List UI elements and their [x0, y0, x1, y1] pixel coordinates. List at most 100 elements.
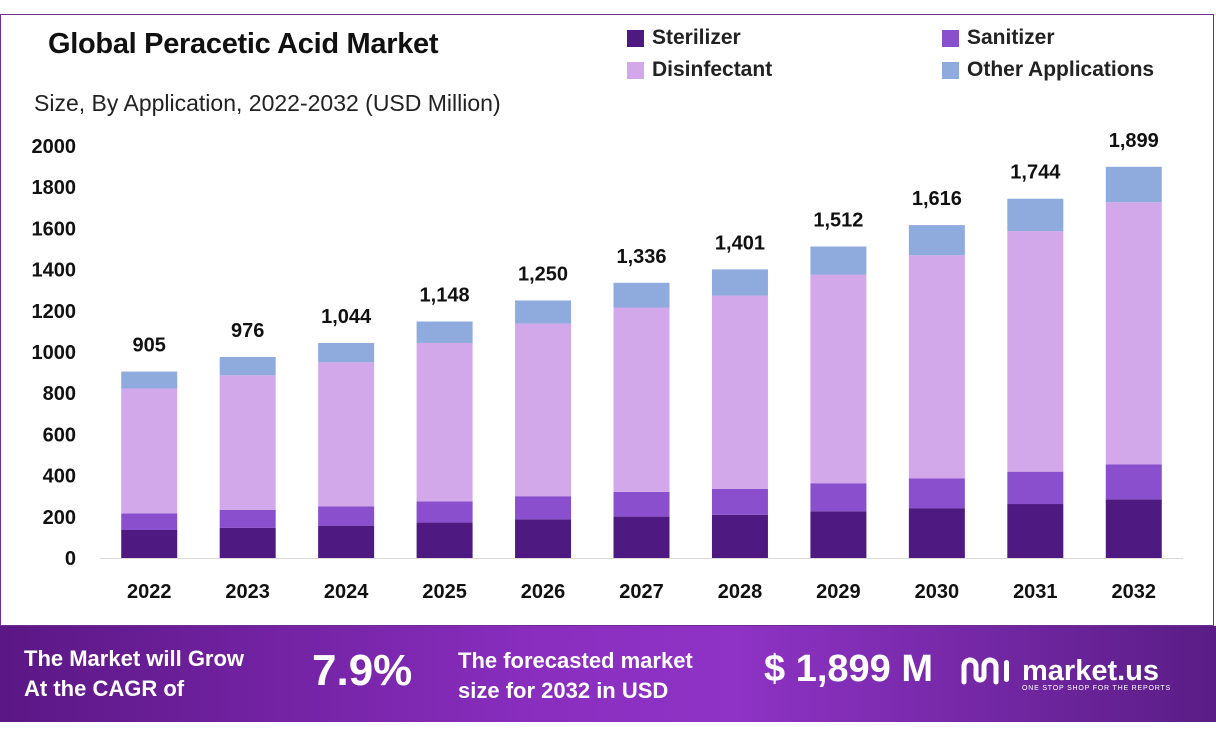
legend-label-sanitizer: Sanitizer: [967, 26, 1055, 49]
bar-segment-sanitizer: [515, 496, 572, 520]
brand-name: market.us: [1022, 655, 1160, 687]
bar-total-label: 1,336: [616, 246, 666, 268]
bar-total-label: 1,401: [715, 232, 765, 254]
bar-segment-disinfectant: [219, 375, 276, 510]
chart-subtitle: Size, By Application, 2022-2032 (USD Mil…: [34, 90, 501, 116]
bar-segment-disinfectant: [711, 295, 768, 489]
legend-item-sterilizer: Sterilizer: [627, 26, 741, 50]
bar-segment-sterilizer: [121, 529, 178, 558]
cagr-caption-line2: At the CAGR of: [24, 676, 185, 701]
footer-banner: The Market will Grow At the CAGR of 7.9%…: [0, 626, 1216, 722]
y-tick-label: 200: [43, 507, 76, 529]
bar-total-label: 1,744: [1010, 162, 1061, 184]
legend-item-sanitizer: Sanitizer: [942, 26, 1055, 50]
bar-segment-sterilizer: [613, 516, 670, 558]
bar-segment-sterilizer: [515, 519, 572, 558]
bar-segment-other-applications: [613, 282, 670, 308]
bar-segment-other-applications: [810, 246, 867, 275]
legend-label-other-applications: Other Applications: [967, 58, 1155, 81]
chart-title: Global Peracetic Acid Market: [48, 28, 439, 60]
bar-segment-disinfectant: [515, 323, 572, 497]
bar-segment-disinfectant: [810, 274, 867, 484]
legend-swatch-other-applications: [942, 61, 959, 79]
bar-segment-other-applications: [416, 321, 473, 343]
bar-segment-disinfectant: [1105, 202, 1162, 465]
bar-segment-sanitizer: [219, 509, 276, 528]
market-us-logo-icon: [961, 657, 1009, 685]
bar-segment-sterilizer: [908, 508, 965, 558]
y-tick-label: 0: [65, 548, 76, 570]
forecast-value: $ 1,899 M: [764, 648, 933, 690]
bar-segment-other-applications: [908, 225, 965, 256]
y-tick-label: 1600: [32, 218, 77, 240]
bar-segment-disinfectant: [1007, 231, 1064, 472]
bar-segment-other-applications: [1105, 166, 1162, 203]
bar-segment-sanitizer: [810, 483, 867, 512]
bar-segment-other-applications: [121, 371, 178, 389]
legend-label-sterilizer: Sterilizer: [652, 26, 741, 49]
legend-item-other-applications: Other Applications: [942, 58, 1154, 82]
y-tick-label: 1400: [32, 260, 77, 282]
bar-total-label: 976: [231, 320, 264, 342]
bar-segment-other-applications: [711, 269, 768, 296]
brand-logo: market.us ONE STOP SHOP FOR THE REPORTS: [960, 654, 1170, 692]
legend-label-disinfectant: Disinfectant: [652, 58, 773, 81]
bar-total-label: 1,044: [321, 306, 372, 328]
bar-segment-other-applications: [219, 356, 276, 376]
y-tick-label: 1200: [32, 301, 77, 323]
x-tick-label: 2027: [619, 581, 664, 603]
legend-swatch-sanitizer: [942, 29, 959, 47]
bar-segment-other-applications: [515, 300, 572, 324]
legend-item-disinfectant: Disinfectant: [627, 58, 772, 82]
y-tick-label: 400: [43, 466, 76, 488]
bar-segment-sterilizer: [810, 511, 867, 558]
bar-segment-sanitizer: [613, 491, 670, 517]
bar-segment-sterilizer: [711, 514, 768, 558]
bar-total-label: 1,148: [420, 285, 470, 307]
x-tick-label: 2023: [225, 581, 270, 603]
bar-total-label: 1,899: [1109, 130, 1159, 152]
x-tick-label: 2032: [1112, 581, 1157, 603]
bar-segment-disinfectant: [908, 255, 965, 479]
bar-segment-sanitizer: [416, 501, 473, 523]
bar-segment-sanitizer: [711, 488, 768, 515]
x-tick-label: 2025: [422, 581, 467, 603]
y-tick-label: 800: [43, 383, 76, 405]
bar-total-label: 1,250: [518, 264, 568, 286]
x-tick-label: 2028: [718, 581, 763, 603]
x-tick-label: 2024: [324, 581, 369, 603]
stacked-bar-chart: 0 200 400 600 800 1000 1200 1400 1600 1800 2000 905…: [32, 130, 1183, 603]
bar-total-label: 1,512: [813, 210, 863, 232]
x-tick-label: 2029: [816, 581, 861, 603]
x-tick-label: 2022: [127, 581, 172, 603]
bar-segment-disinfectant: [613, 307, 670, 492]
bar-total-label: 1,616: [912, 188, 962, 210]
bar-segment-disinfectant: [121, 388, 178, 514]
bar-segment-other-applications: [1007, 198, 1064, 232]
bar-segment-sanitizer: [318, 506, 375, 526]
bar-segment-sterilizer: [318, 525, 375, 558]
x-tick-label: 2031: [1013, 581, 1058, 603]
y-tick-label: 1800: [32, 177, 77, 199]
bar-segment-disinfectant: [318, 362, 375, 507]
bar-segment-sterilizer: [1105, 499, 1162, 558]
bar-segment-sanitizer: [908, 478, 965, 509]
forecast-caption-line1: The forecasted market: [458, 648, 693, 673]
brand-tagline: ONE STOP SHOP FOR THE REPORTS: [1022, 685, 1171, 692]
cagr-caption: The Market will Grow At the CAGR of: [24, 644, 244, 704]
bar-segment-other-applications: [318, 342, 375, 363]
bar-total-label: 905: [133, 335, 166, 357]
bar-segment-disinfectant: [416, 342, 473, 502]
bar-segment-sterilizer: [416, 522, 473, 558]
bar-segment-sanitizer: [1007, 471, 1064, 505]
legend-swatch-sterilizer: [627, 29, 644, 47]
bar-segment-sanitizer: [121, 513, 178, 530]
y-tick-label: 1000: [32, 342, 77, 364]
x-tick-label: 2030: [915, 581, 960, 603]
legend-swatch-disinfectant: [627, 61, 644, 79]
forecast-caption: The forecasted market size for 2032 in U…: [458, 646, 693, 706]
y-tick-label: 600: [43, 424, 76, 446]
cagr-caption-line1: The Market will Grow: [24, 646, 245, 671]
bar-segment-sterilizer: [1007, 504, 1064, 558]
bar-segment-sanitizer: [1105, 464, 1162, 500]
